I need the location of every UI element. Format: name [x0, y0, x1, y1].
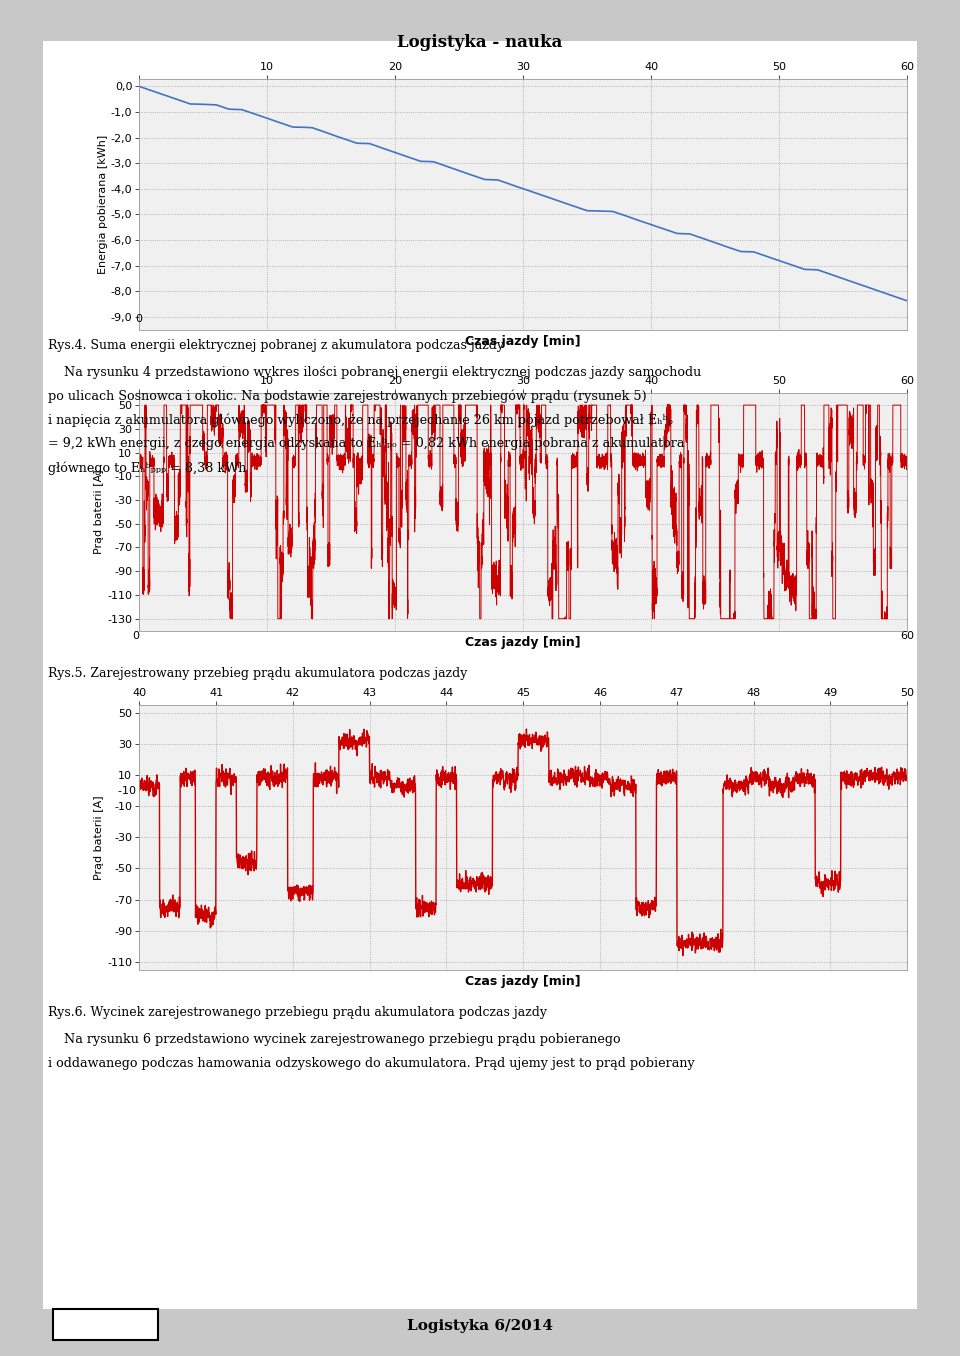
Text: Logistyka - nauka: Logistyka - nauka [397, 34, 563, 50]
Text: 0: 0 [132, 631, 139, 640]
X-axis label: Czas jazdy [min]: Czas jazdy [min] [466, 636, 581, 650]
Text: Rys.6. Wycinek zarejestrowanego przebiegu prądu akumulatora podczas jazdy: Rys.6. Wycinek zarejestrowanego przebieg… [48, 1006, 547, 1020]
Text: Na rysunku 4 przedstawiono wykres ilości pobranej energii elektrycznej podczas j: Na rysunku 4 przedstawiono wykres ilości… [48, 366, 701, 380]
Text: po ulicach Sosnowca i okolic. Na podstawie zarejestrowanych przebiegów prądu (ry: po ulicach Sosnowca i okolic. Na podstaw… [48, 391, 647, 403]
Text: i napięcia z akumulatora głównego wyliczono, że na przejechanie 26 km pojazd pot: i napięcia z akumulatora głównego wylicz… [48, 414, 673, 427]
Text: Logistyka 6/2014: Logistyka 6/2014 [407, 1319, 553, 1333]
Text: 60: 60 [900, 631, 914, 640]
Text: 6108: 6108 [84, 1317, 127, 1332]
Text: 0: 0 [135, 315, 143, 324]
Text: Na rysunku 6 przedstawiono wycinek zarejestrowanego przebiegu prądu pobieranego: Na rysunku 6 przedstawiono wycinek zarej… [48, 1033, 620, 1047]
Text: głównego to Eₕᵇₚₚₚ = 8,38 kWh: głównego to Eₕᵇₚₚₚ = 8,38 kWh [48, 461, 247, 475]
Text: Rys.5. Zarejestrowany przebieg prądu akumulatora podczas jazdy: Rys.5. Zarejestrowany przebieg prądu aku… [48, 667, 468, 681]
Y-axis label: Prąd baterii [A]: Prąd baterii [A] [94, 469, 105, 555]
Text: = 9,2 kWh energii, z czego energia odzyskana to Eₕᵇₚₒ = 0,82 kWh energia pobrana: = 9,2 kWh energii, z czego energia odzys… [48, 437, 684, 450]
Y-axis label: Prąd baterii [A]: Prąd baterii [A] [94, 795, 105, 880]
Text: -10: -10 [118, 785, 139, 796]
X-axis label: Czas jazdy [min]: Czas jazdy [min] [466, 975, 581, 989]
Text: Rys.4. Suma energii elektrycznej pobranej z akumulatora podczas jazdy: Rys.4. Suma energii elektrycznej pobrane… [48, 339, 504, 353]
Y-axis label: Energia pobierana [kWh]: Energia pobierana [kWh] [98, 134, 108, 274]
X-axis label: Czas jazdy [min]: Czas jazdy [min] [466, 335, 581, 348]
Text: i oddawanego podczas hamowania odzyskowego do akumulatora. Prąd ujemy jest to pr: i oddawanego podczas hamowania odzyskowe… [48, 1058, 695, 1070]
